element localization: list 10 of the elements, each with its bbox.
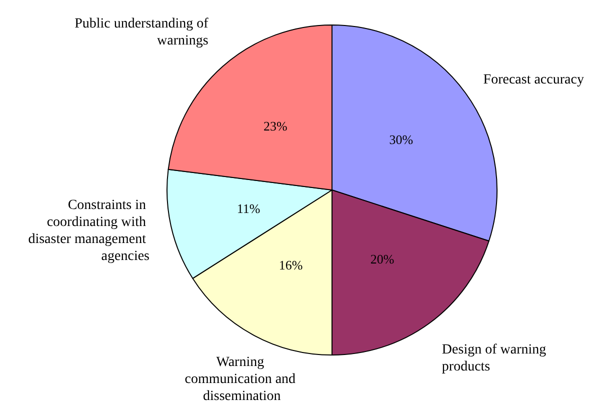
data-label: 16% <box>278 257 303 272</box>
data-label: 23% <box>264 118 288 134</box>
slice-label: Constraints in coordinating with disaster management agencies <box>28 198 150 264</box>
slice-label: Forecast accuracy <box>483 72 584 88</box>
slice-label: Design of warning products <box>442 342 550 374</box>
data-label: 20% <box>370 252 394 267</box>
slice-label: Public understanding of warnings <box>74 16 209 49</box>
data-label: 11% <box>236 201 260 216</box>
slice-label: Warning communication and dissemination <box>184 354 300 404</box>
data-label: 30% <box>389 132 414 148</box>
